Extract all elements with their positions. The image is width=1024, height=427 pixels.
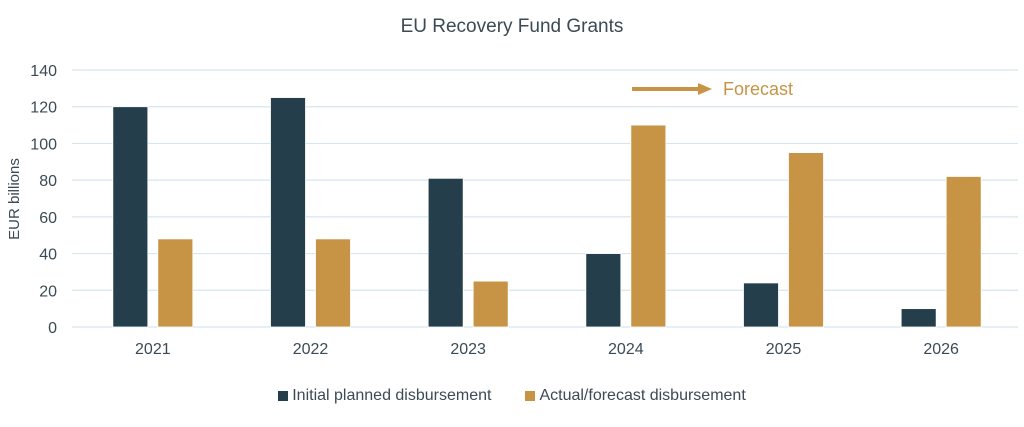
bar-initial-2025	[743, 282, 779, 328]
y-tick-label: 80	[39, 173, 57, 190]
x-tick-label: 2024	[608, 341, 644, 358]
bar-initial-2022	[270, 97, 306, 328]
right-arrow-icon-head	[698, 83, 712, 95]
bar-actual-2026	[945, 176, 982, 328]
y-tick-label: 100	[30, 136, 57, 153]
bar-actual-2024	[630, 124, 667, 328]
bar-initial-2023	[427, 177, 464, 328]
legend-label-actual: Actual/forecast disbursement	[539, 387, 746, 404]
bar-actual-2023	[472, 280, 509, 328]
bar-initial-2024	[585, 253, 622, 328]
chart-title: EU Recovery Fund Grants	[400, 16, 624, 37]
y-tick-label: 0	[48, 320, 57, 337]
bar-initial-2026	[900, 308, 937, 328]
x-tick-label: 2021	[135, 341, 171, 358]
y-tick-label: 120	[30, 100, 57, 117]
forecast-annotation: Forecast	[723, 79, 793, 99]
legend-item-actual: Actual/forecast disbursement	[525, 387, 746, 405]
bar-actual-2021	[157, 238, 194, 328]
y-axis-label: EUR billions	[6, 158, 23, 240]
x-tick-label: 2025	[766, 341, 802, 358]
legend-label-initial: Initial planned disbursement	[292, 387, 492, 404]
legend-item-initial: Initial planned disbursement	[278, 387, 491, 405]
x-tick-label: 2022	[293, 341, 329, 358]
bar-initial-2021	[112, 106, 149, 328]
legend: Initial planned disbursement Actual/fore…	[0, 387, 1024, 405]
legend-swatch-initial	[278, 391, 289, 401]
legend-swatch-actual	[525, 391, 536, 401]
x-tick-label: 2026	[923, 341, 959, 358]
y-tick-label: 40	[39, 247, 57, 264]
y-tick-label: 20	[39, 283, 57, 300]
x-tick-label: 2023	[450, 341, 486, 358]
y-tick-label: 140	[30, 63, 57, 80]
bar-actual-2025	[788, 152, 824, 328]
y-tick-label: 60	[39, 210, 57, 227]
bar-actual-2022	[315, 238, 351, 328]
